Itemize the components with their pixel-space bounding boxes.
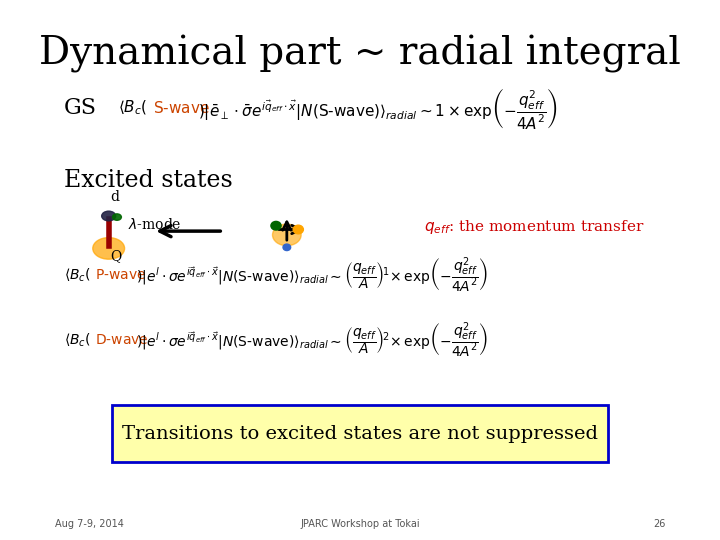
- Text: Q: Q: [111, 249, 122, 264]
- Circle shape: [271, 221, 281, 230]
- Text: $)|e^l \cdot \sigma e^{i\vec{q}_{eff}\cdot\vec{x}}|N(\mathrm{S\text{-}wave})\ran: $)|e^l \cdot \sigma e^{i\vec{q}_{eff}\cd…: [136, 255, 488, 295]
- Text: d: d: [111, 190, 120, 204]
- Ellipse shape: [102, 211, 116, 221]
- Text: $\lambda$-mode: $\lambda$-mode: [127, 217, 181, 232]
- Text: Transitions to excited states are not suppressed: Transitions to excited states are not su…: [122, 424, 598, 443]
- Circle shape: [293, 225, 303, 234]
- Text: GS: GS: [64, 97, 97, 119]
- Ellipse shape: [93, 238, 125, 259]
- Text: 26: 26: [653, 519, 665, 529]
- Text: $\langle B_c($: $\langle B_c($: [64, 332, 91, 349]
- FancyBboxPatch shape: [112, 405, 608, 462]
- Text: $\langle B_c($: $\langle B_c($: [64, 267, 91, 284]
- Text: $\mathrm{S\text{-}wave}$: $\mathrm{S\text{-}wave}$: [153, 100, 210, 116]
- Ellipse shape: [112, 214, 122, 220]
- Text: Aug 7-9, 2014: Aug 7-9, 2014: [55, 519, 123, 529]
- Text: $q_{eff}$: the momentum transfer: $q_{eff}$: the momentum transfer: [423, 218, 644, 236]
- Text: $)|\bar{e}_\perp \cdot \bar{\sigma} e^{i\vec{q}_{eff}\cdot\vec{x}}|N(\mathrm{S\t: $)|\bar{e}_\perp \cdot \bar{\sigma} e^{i…: [198, 85, 557, 131]
- Text: JPARC Workshop at Tokai: JPARC Workshop at Tokai: [300, 519, 420, 529]
- Text: Dynamical part ~ radial integral: Dynamical part ~ radial integral: [39, 35, 681, 73]
- Circle shape: [283, 244, 291, 251]
- Text: Excited states: Excited states: [64, 170, 233, 192]
- Ellipse shape: [272, 224, 301, 246]
- Text: $)|e^l \cdot \sigma e^{i\vec{q}_{eff}\cdot\vec{x}}|N(\mathrm{S\text{-}wave})\ran: $)|e^l \cdot \sigma e^{i\vec{q}_{eff}\cd…: [136, 320, 488, 360]
- Text: $\mathrm{D\text{-}wave}$: $\mathrm{D\text{-}wave}$: [95, 333, 148, 347]
- Text: $\mathrm{P\text{-}wave}$: $\mathrm{P\text{-}wave}$: [95, 268, 146, 282]
- Text: $\langle B_c($: $\langle B_c($: [118, 99, 148, 117]
